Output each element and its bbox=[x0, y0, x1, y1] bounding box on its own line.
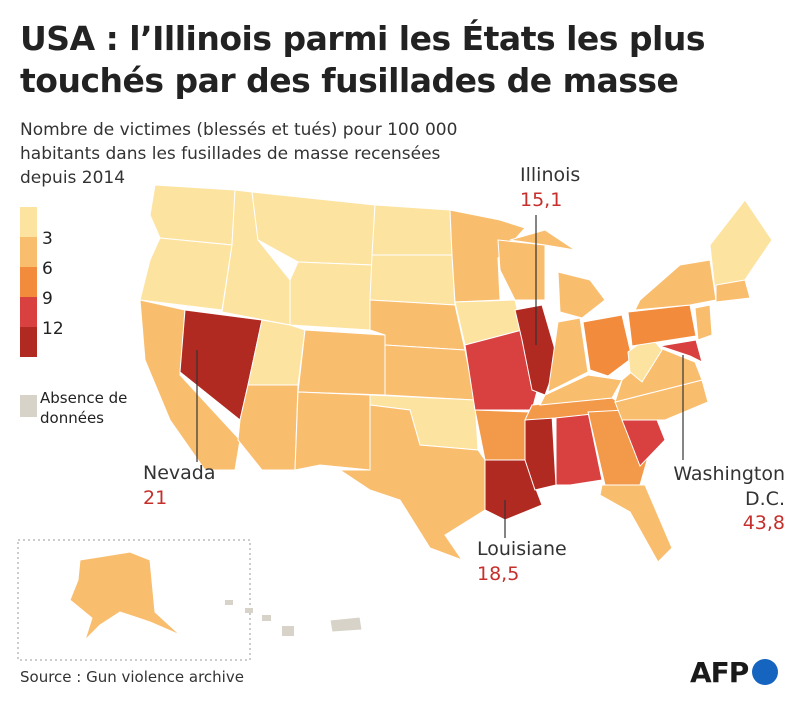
state bbox=[237, 384, 299, 471]
states bbox=[139, 184, 773, 563]
state bbox=[289, 261, 373, 331]
state bbox=[338, 404, 486, 562]
legend-tick: 3 bbox=[42, 229, 53, 249]
state bbox=[474, 409, 531, 461]
state bbox=[509, 229, 576, 251]
state bbox=[715, 279, 751, 303]
legend-scale bbox=[20, 207, 37, 417]
state bbox=[627, 304, 697, 347]
legend-tick: 6 bbox=[42, 259, 53, 279]
logo: AFP bbox=[690, 656, 779, 689]
state bbox=[371, 204, 453, 256]
state bbox=[384, 344, 476, 401]
logo-text: AFP bbox=[690, 656, 749, 689]
legend-tick: 12 bbox=[42, 319, 64, 339]
state bbox=[294, 391, 371, 471]
state bbox=[557, 271, 606, 319]
legend-no-data: Absence de données bbox=[40, 389, 128, 427]
state bbox=[139, 237, 233, 311]
state bbox=[634, 259, 717, 311]
annotation-value: 21 bbox=[143, 487, 168, 509]
annotation-label: Louisiane bbox=[477, 538, 567, 560]
state bbox=[547, 317, 589, 393]
state bbox=[599, 484, 673, 563]
state bbox=[69, 551, 181, 641]
logo-dot bbox=[752, 659, 779, 685]
state bbox=[659, 339, 703, 363]
annotation-value: 18,5 bbox=[477, 563, 520, 585]
state bbox=[539, 374, 623, 406]
annotation-label: Nevada bbox=[143, 462, 216, 484]
state bbox=[369, 254, 456, 306]
state bbox=[297, 329, 386, 396]
inset-frame bbox=[17, 539, 251, 661]
state bbox=[497, 239, 546, 301]
annotation-label: Washington D.C. bbox=[673, 463, 785, 510]
state bbox=[709, 199, 773, 301]
state bbox=[694, 304, 713, 341]
annotation-label: Illinois bbox=[520, 164, 581, 186]
annotation-value: 43,8 bbox=[742, 512, 785, 534]
leader-lines bbox=[196, 215, 684, 538]
state bbox=[582, 314, 633, 377]
state bbox=[449, 209, 526, 303]
state bbox=[251, 191, 376, 266]
state bbox=[484, 459, 543, 521]
subtitle: Nombre de victimes (blessés et tués) pou… bbox=[20, 120, 458, 188]
hawaii bbox=[225, 600, 294, 636]
puerto-rico bbox=[329, 616, 363, 633]
title: USA : l’Illinois parmi les États les plu… bbox=[20, 19, 706, 100]
state bbox=[149, 184, 236, 246]
annotation-value: 15,1 bbox=[520, 189, 563, 211]
source: Source : Gun violence archive bbox=[20, 668, 244, 686]
legend-tick: 9 bbox=[42, 289, 53, 309]
state bbox=[464, 329, 541, 411]
